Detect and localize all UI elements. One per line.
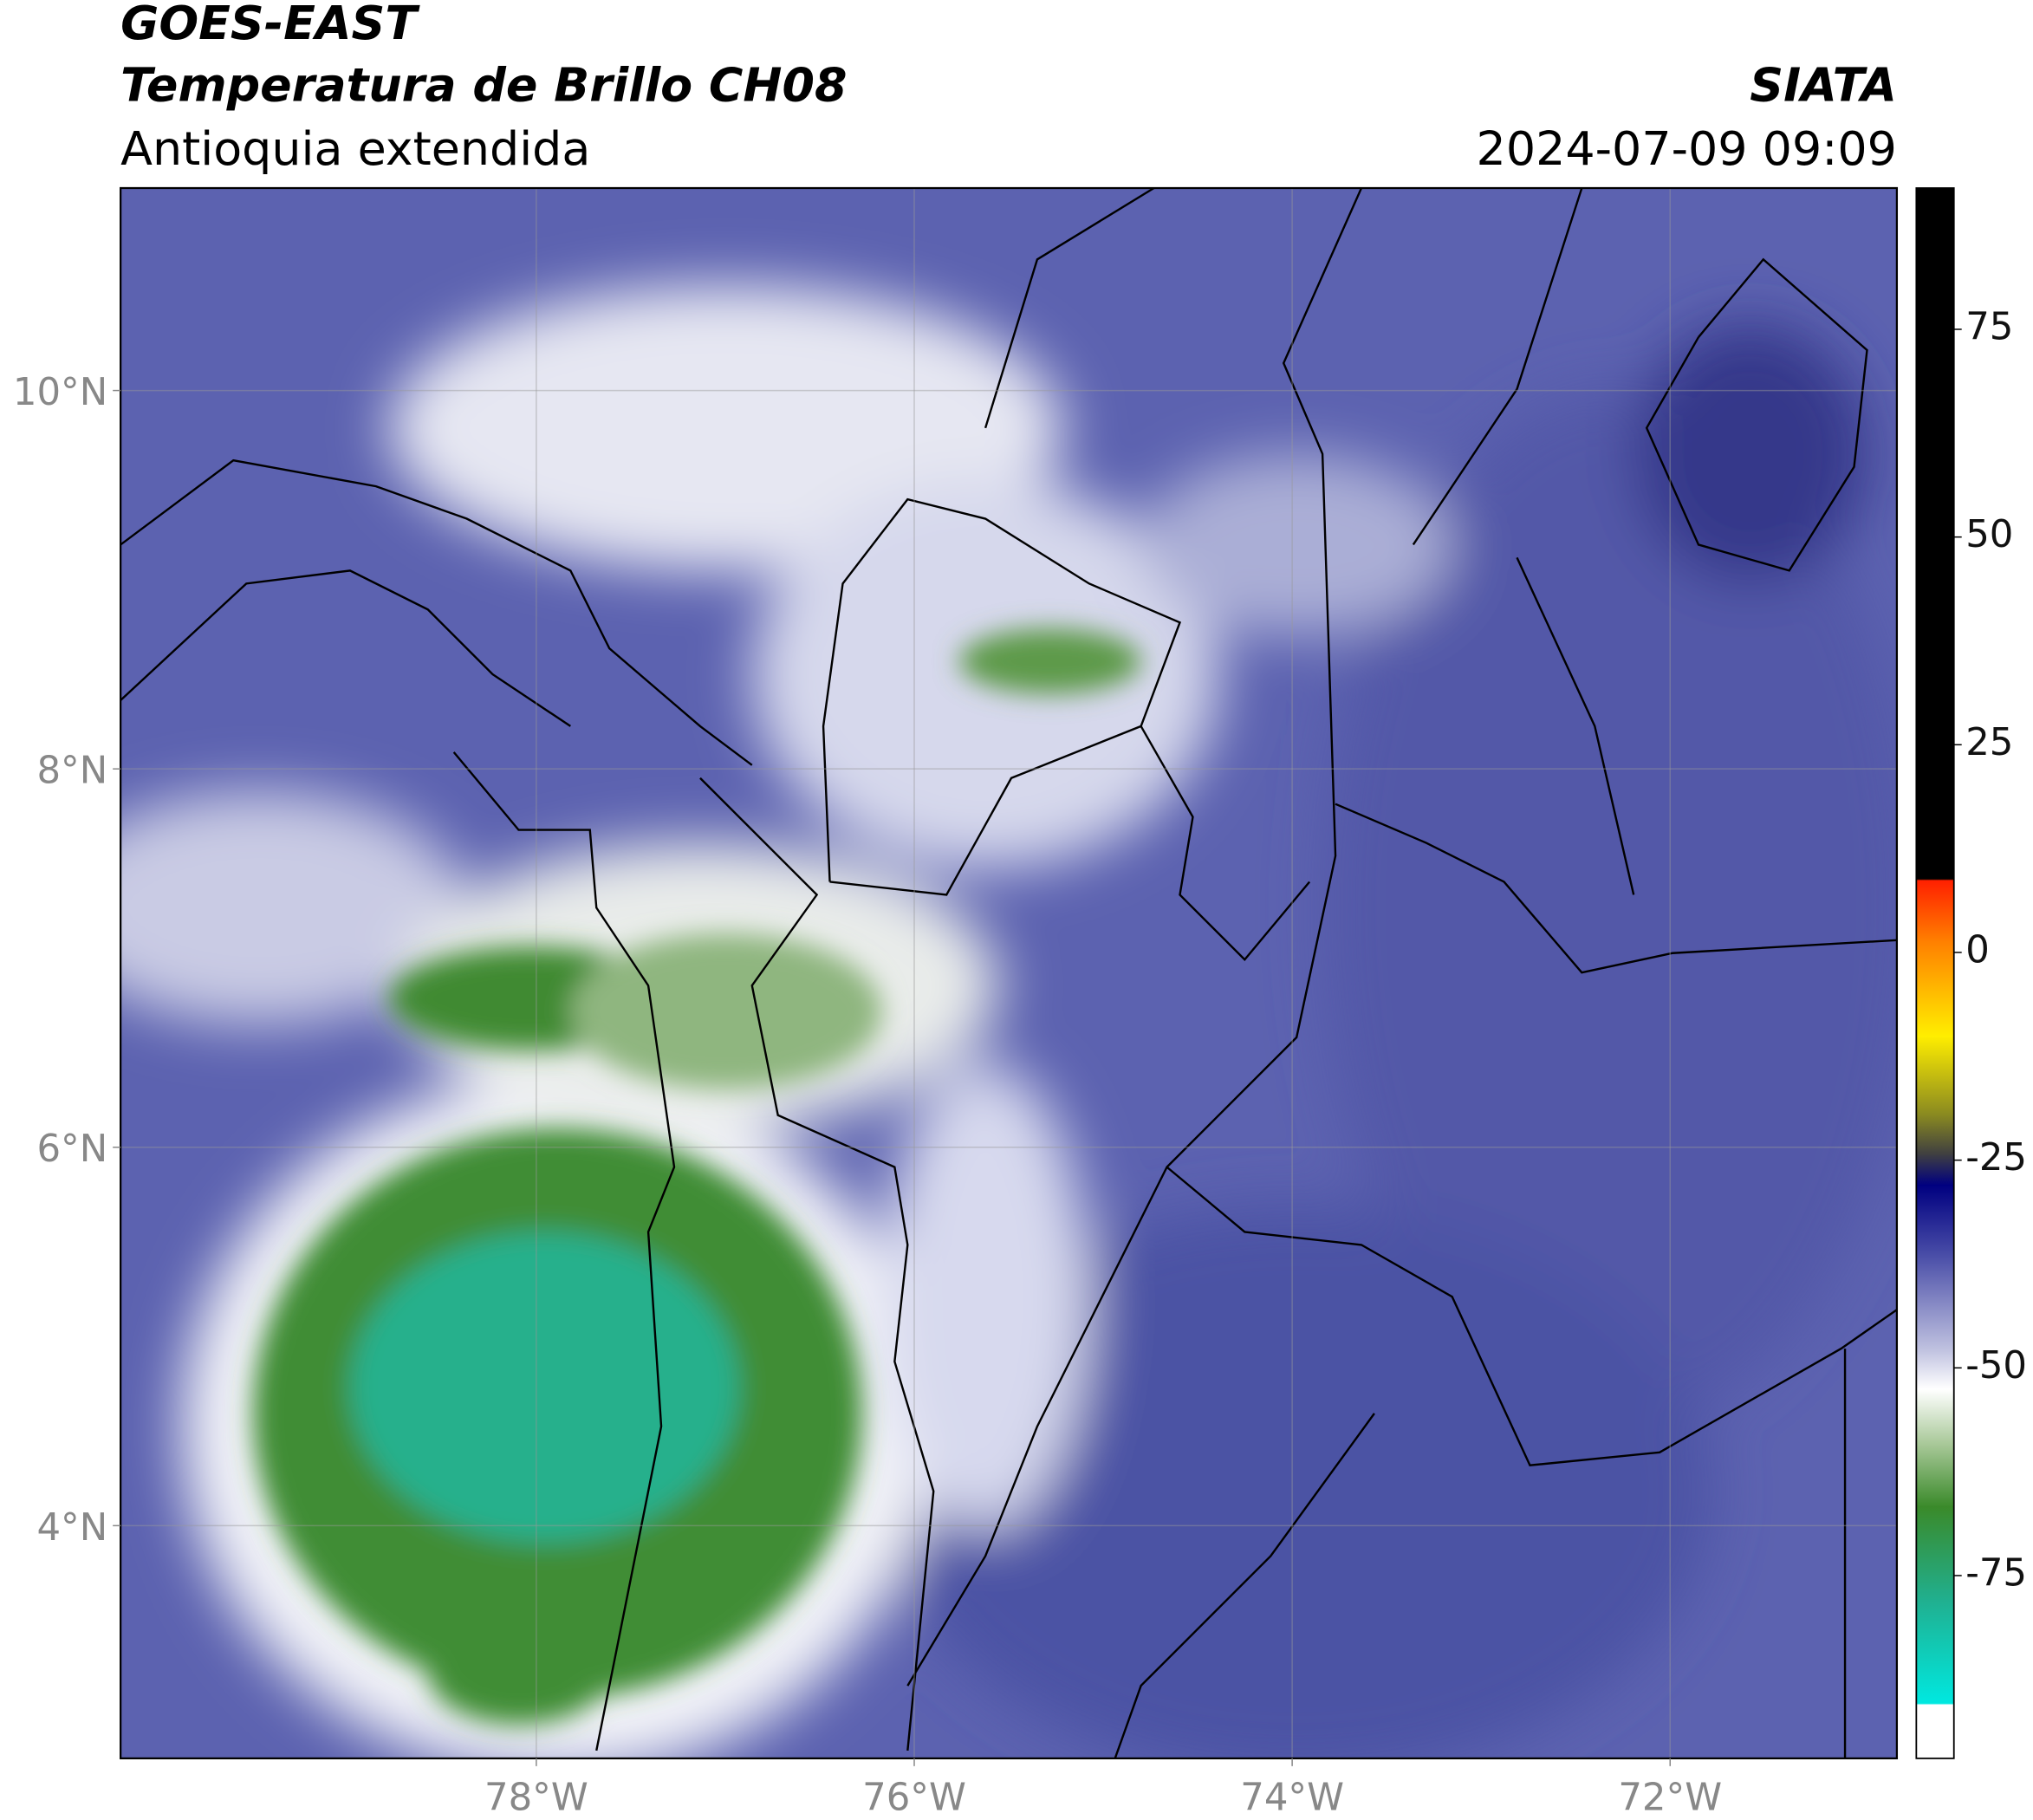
- datetime: 2024-07-09 09:09: [1477, 121, 1897, 176]
- x-tick-label: 78°W: [484, 1777, 588, 1820]
- grid: [120, 188, 1897, 1758]
- x-tick-label: 76°W: [862, 1777, 966, 1820]
- y-tick-label: 4°N: [36, 1506, 107, 1550]
- colorbar-tick-label: 0: [1965, 928, 1990, 972]
- colorbar-tick-label: -25: [1965, 1136, 2027, 1180]
- colorbar-tick-label: 25: [1965, 721, 2013, 764]
- colorbar: [1915, 187, 1955, 1759]
- x-tick-label: 74°W: [1240, 1777, 1344, 1820]
- colorbar-tick-label: 75: [1965, 305, 2013, 348]
- y-tick-label: 10°N: [13, 371, 107, 414]
- colorbar-tick-label: -75: [1965, 1551, 2027, 1595]
- y-tick-label: 8°N: [36, 750, 107, 793]
- subtitle: Antioquia extendida: [120, 121, 590, 176]
- colorbar-tick-label: -50: [1965, 1344, 2027, 1388]
- satellite-image: [120, 188, 1897, 1758]
- map-frame: [120, 186, 1899, 1759]
- title-line2: Temperatura de Brillo CH08: [120, 58, 847, 113]
- x-tick-label: 72°W: [1618, 1777, 1722, 1820]
- colorbar-tick-label: 50: [1965, 513, 2013, 556]
- organization: SIATA: [1750, 58, 1897, 113]
- y-tick-label: 6°N: [36, 1128, 107, 1171]
- title-line1: GOES-EAST: [120, 0, 420, 50]
